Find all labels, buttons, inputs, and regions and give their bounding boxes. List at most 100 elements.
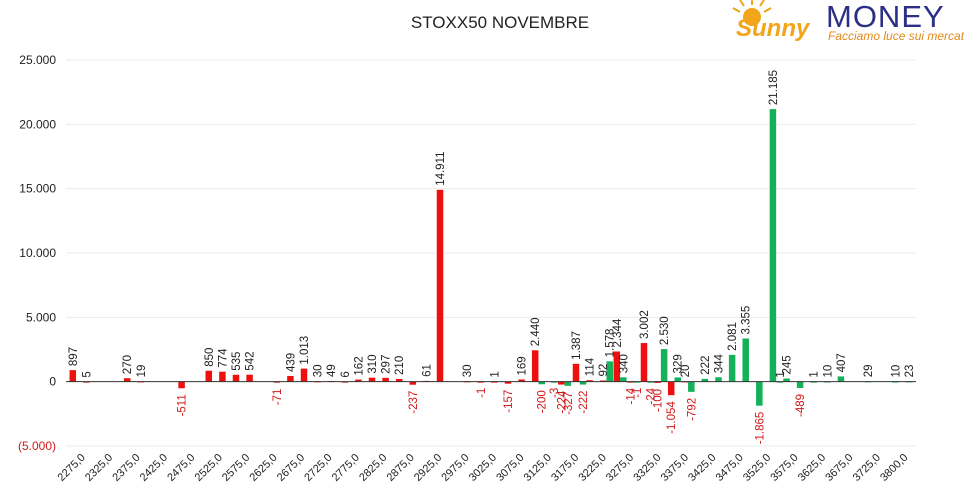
y-tick-label: 25.000 (19, 53, 56, 67)
x-tick-label: 2325,0 (83, 452, 115, 484)
bar-put (287, 376, 294, 382)
bar-call (674, 377, 681, 382)
data-label: 222 (700, 356, 712, 375)
bar-put (558, 381, 565, 385)
data-label: -24 (646, 387, 658, 404)
bar-call (606, 361, 613, 382)
x-tick-label: 3800,0 (878, 452, 910, 484)
brand-script-text: Sunny (736, 15, 811, 42)
data-label: 29 (863, 364, 875, 377)
data-label: 439 (285, 353, 297, 372)
bar-put (409, 381, 417, 385)
data-label: -237 (408, 391, 420, 414)
data-label: 897 (68, 347, 80, 366)
bar-put (395, 378, 403, 382)
y-tick-label: 10.000 (19, 246, 56, 260)
data-label: -1.054 (666, 401, 678, 434)
data-label: -200 (537, 390, 549, 413)
data-label: 542 (245, 352, 257, 371)
data-label: 3.002 (639, 310, 651, 339)
data-label: 344 (714, 353, 726, 373)
x-tick-label: 2475,0 (165, 452, 197, 484)
bar-put (518, 379, 525, 382)
data-label: 30 (313, 364, 325, 377)
data-label: 1.578 (605, 329, 617, 358)
data-label: 49 (326, 364, 338, 377)
data-label: -511 (177, 394, 189, 416)
bar-put (123, 378, 131, 382)
data-label: 774 (217, 348, 229, 368)
bar-put (355, 379, 362, 382)
data-label: 1.013 (299, 336, 311, 365)
bar-put (219, 371, 226, 382)
y-tick-label: (5.000) (18, 439, 56, 453)
x-tick-label: 3625,0 (796, 452, 828, 484)
data-label: 5 (81, 371, 93, 377)
x-axis-ticks: 2275,02325,02375,02425,02475,02525,02575… (56, 452, 911, 484)
bar-call (769, 109, 777, 382)
x-tick-label: 3475,0 (714, 452, 746, 484)
data-label: 19 (136, 365, 148, 378)
data-label: 1 (775, 371, 787, 377)
y-tick-label: 5.000 (26, 310, 56, 324)
bars (69, 109, 913, 406)
x-tick-label: 3525,0 (741, 452, 773, 484)
bar-call (660, 349, 668, 382)
x-tick-label: 3225,0 (577, 452, 609, 484)
data-label: 10 (822, 365, 834, 378)
bar-put (232, 374, 240, 382)
bar-call (742, 338, 749, 382)
bar-put (654, 381, 661, 383)
y-tick-label: 20.000 (19, 117, 56, 131)
bar-put (586, 380, 593, 382)
bar-put (436, 189, 444, 382)
data-label: -224 (556, 390, 568, 414)
bar-put (368, 377, 376, 382)
data-label: 14.911 (435, 151, 447, 185)
data-label: -71 (272, 389, 284, 406)
bar-call (715, 377, 722, 382)
x-tick-label: 3675,0 (823, 452, 855, 484)
x-tick-label: 3275,0 (604, 452, 636, 484)
brand-word: MONEY (826, 0, 945, 34)
data-label: -222 (578, 391, 590, 414)
bar-put (246, 374, 253, 382)
x-tick-label: 2925,0 (412, 452, 444, 484)
x-tick-label: 3725,0 (851, 452, 883, 484)
data-label: 297 (381, 355, 393, 374)
x-tick-label: 2675,0 (275, 452, 307, 484)
chart-title: STOXX50 NOVEMBRE (411, 13, 589, 32)
bar-call (564, 381, 572, 386)
bar-call (701, 378, 709, 382)
data-label: 169 (517, 356, 529, 375)
data-label: -1 (476, 388, 488, 398)
data-label: 210 (394, 356, 406, 375)
x-tick-label: 2275,0 (56, 452, 88, 484)
sun-icon (732, 0, 772, 26)
bar-call (796, 381, 804, 388)
x-tick-label: 2525,0 (193, 452, 225, 484)
data-label: 61 (421, 364, 433, 377)
data-label: 162 (353, 356, 365, 375)
bar-put (599, 380, 607, 382)
data-label: 850 (204, 348, 216, 367)
x-tick-label: 2725,0 (302, 452, 334, 484)
bar-put (640, 343, 648, 382)
data-label: 1.387 (571, 331, 583, 360)
x-tick-label: 2575,0 (220, 452, 252, 484)
x-tick-label: 3425,0 (686, 452, 718, 484)
data-label: 340 (618, 354, 630, 373)
brand-tagline: Facciamo luce sui mercati (828, 29, 964, 43)
bar-call (538, 381, 545, 385)
x-tick-label: 3325,0 (631, 452, 663, 484)
gridlines (66, 59, 916, 447)
x-tick-label: 2875,0 (385, 452, 417, 484)
data-label: 2.440 (530, 317, 542, 346)
bar-put (205, 370, 213, 382)
data-label: 535 (231, 352, 243, 371)
y-tick-label: 15.000 (19, 182, 56, 196)
bar-put (613, 351, 621, 382)
bar-put (69, 370, 77, 382)
